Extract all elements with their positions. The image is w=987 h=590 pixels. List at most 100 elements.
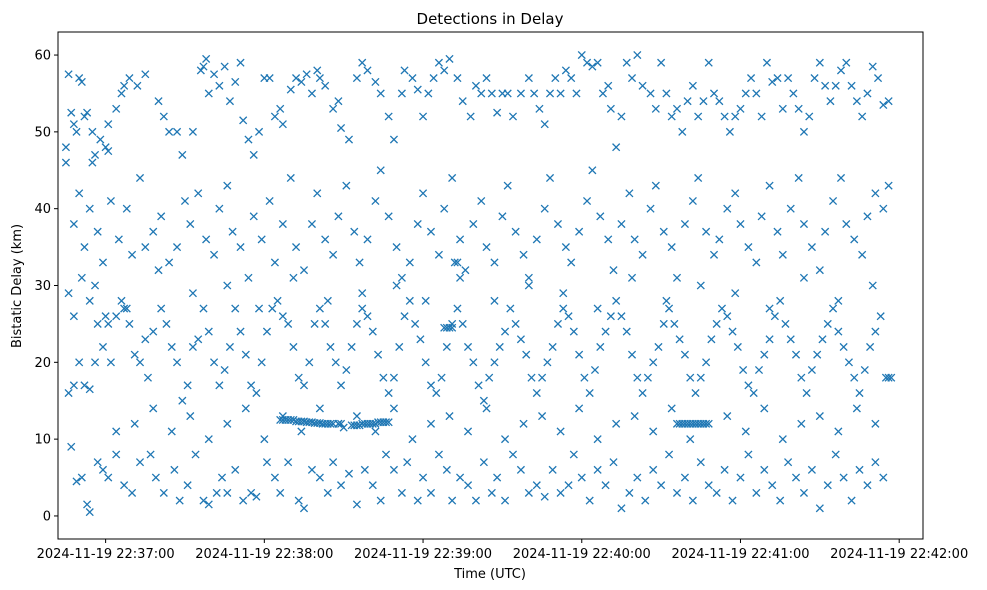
data-point [419, 113, 426, 120]
data-point [573, 90, 580, 97]
data-point [554, 320, 561, 327]
data-point [467, 113, 474, 120]
data-point [671, 320, 678, 327]
data-point [168, 428, 175, 435]
data-point [308, 220, 315, 227]
data-point [824, 320, 831, 327]
data-point [126, 320, 133, 327]
data-point [822, 82, 829, 89]
data-point [745, 451, 752, 458]
data-point [594, 436, 601, 443]
y-tick-label: 50 [34, 125, 51, 140]
data-point [404, 459, 411, 466]
data-point [200, 497, 207, 504]
data-point [859, 113, 866, 120]
data-point [195, 336, 202, 343]
data-point [446, 55, 453, 62]
data-point [840, 343, 847, 350]
data-point [189, 290, 196, 297]
data-point [216, 382, 223, 389]
data-point [356, 259, 363, 266]
data-point [396, 343, 403, 350]
data-point [713, 489, 720, 496]
data-point [152, 474, 159, 481]
data-point [663, 90, 670, 97]
data-point [287, 174, 294, 181]
data-point [483, 243, 490, 250]
data-point [94, 228, 101, 235]
data-point [142, 243, 149, 250]
data-point [523, 351, 530, 358]
data-point [837, 67, 844, 74]
x-tick-label: 2024-11-19 22:37:00 [37, 547, 175, 562]
data-point [488, 90, 495, 97]
data-point [742, 428, 749, 435]
data-point [663, 297, 670, 304]
data-point [245, 136, 252, 143]
data-point [565, 482, 572, 489]
data-point [777, 297, 784, 304]
data-point [570, 328, 577, 335]
data-point [184, 482, 191, 489]
data-point [113, 105, 120, 112]
data-point [517, 90, 524, 97]
data-point [269, 305, 276, 312]
data-point [737, 220, 744, 227]
data-point [131, 420, 138, 427]
data-point [697, 374, 704, 381]
data-point [702, 228, 709, 235]
data-point [123, 205, 130, 212]
data-point [70, 121, 77, 128]
data-point [692, 389, 699, 396]
data-point [475, 382, 482, 389]
data-point [232, 78, 239, 85]
data-point [800, 128, 807, 135]
data-point [258, 359, 265, 366]
data-point [158, 213, 165, 220]
data-point [295, 497, 302, 504]
y-axis-label: Bistatic Delay (km) [10, 224, 25, 348]
data-point [626, 489, 633, 496]
data-point [747, 74, 754, 81]
data-point [364, 67, 371, 74]
data-point [827, 98, 834, 105]
data-point [549, 343, 556, 350]
data-point [650, 359, 657, 366]
data-point [308, 90, 315, 97]
data-point [618, 220, 625, 227]
data-point [734, 343, 741, 350]
data-point [668, 243, 675, 250]
data-point [335, 98, 342, 105]
data-point [81, 243, 88, 250]
data-point [105, 474, 112, 481]
data-point [594, 466, 601, 473]
data-point [68, 109, 75, 116]
data-point [179, 397, 186, 404]
data-point [716, 98, 723, 105]
data-point [73, 478, 80, 485]
data-point [128, 489, 135, 496]
data-point [406, 259, 413, 266]
data-point [173, 128, 180, 135]
data-point [697, 282, 704, 289]
data-point [68, 443, 75, 450]
data-point [541, 205, 548, 212]
data-point [147, 451, 154, 458]
data-point [808, 243, 815, 250]
data-point [591, 366, 598, 373]
data-point [470, 220, 477, 227]
data-point [76, 190, 83, 197]
data-point [330, 459, 337, 466]
data-point [859, 251, 866, 258]
data-point [491, 297, 498, 304]
data-point [689, 82, 696, 89]
data-point [240, 497, 247, 504]
data-point [115, 236, 122, 243]
data-point [729, 328, 736, 335]
data-point [557, 428, 564, 435]
data-point [745, 382, 752, 389]
data-point [385, 213, 392, 220]
data-point [232, 305, 239, 312]
data-point [753, 259, 760, 266]
data-point [216, 82, 223, 89]
